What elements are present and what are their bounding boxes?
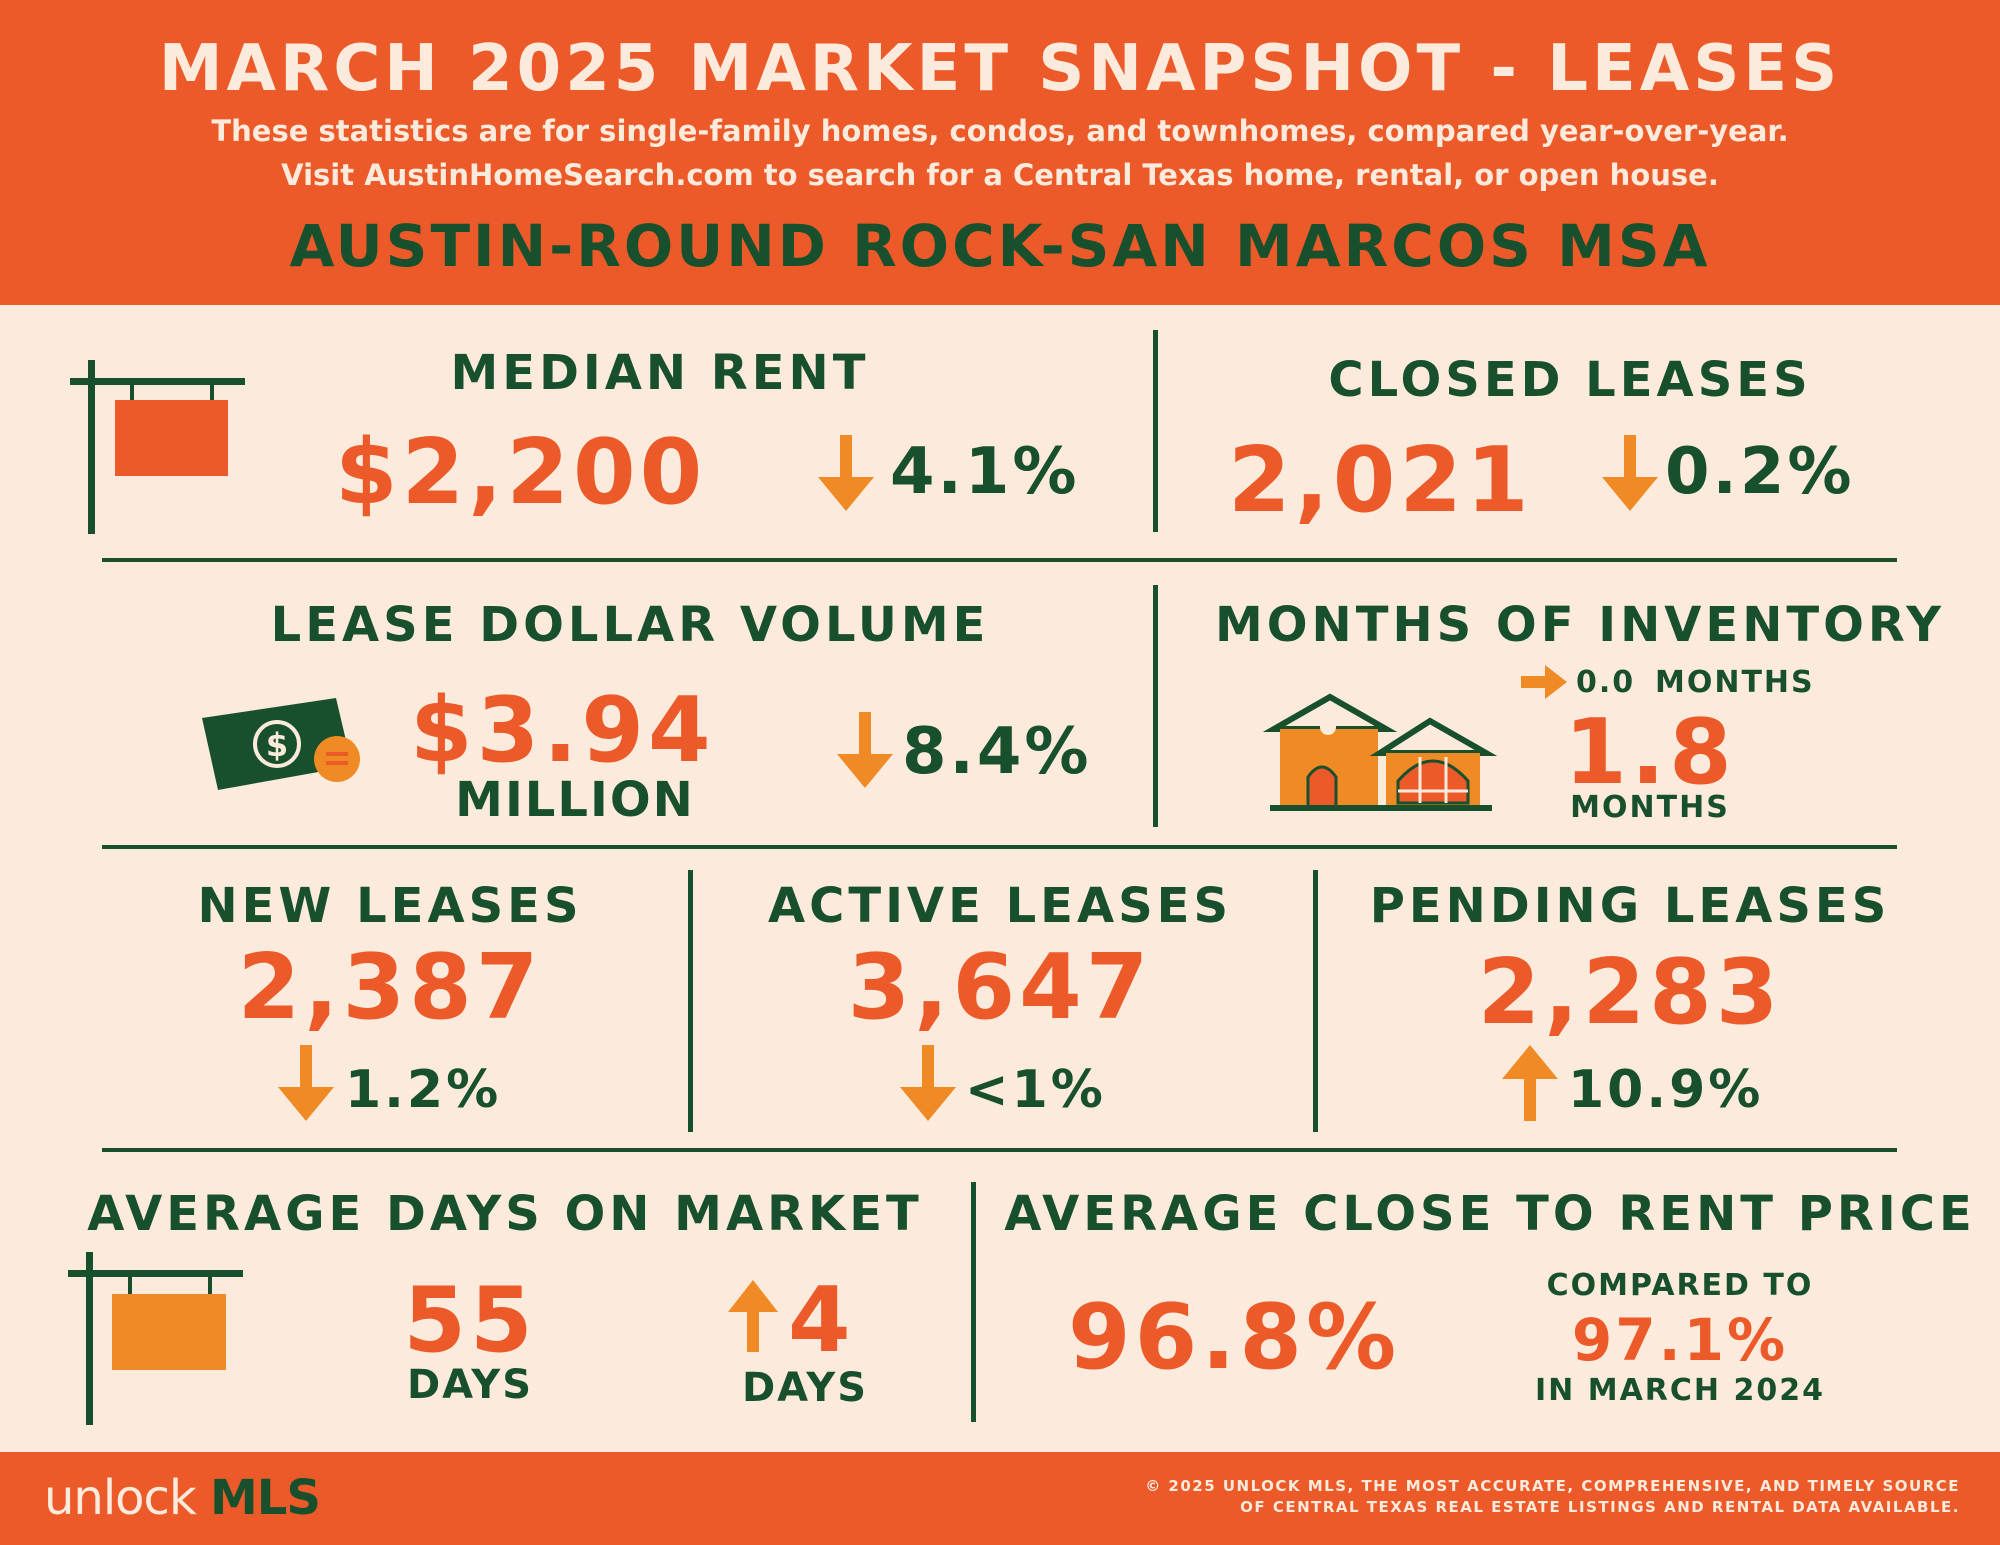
- median-rent-label: MEDIAN RENT: [450, 345, 870, 401]
- months-of-inventory-change-unit: MONTHS: [1655, 665, 1815, 700]
- arrow-right-icon: [1521, 665, 1567, 699]
- avg-days-on-market-change-unit: DAYS: [741, 1365, 869, 1411]
- copyright-notice: © 2025 UNLOCK MLS, THE MOST ACCURATE, CO…: [1145, 1476, 1960, 1518]
- logo-text-mls: MLS: [210, 1470, 321, 1526]
- unlock-mls-logo[interactable]: unlock MLS: [44, 1470, 321, 1526]
- copyright-line: OF CENTRAL TEXAS REAL ESTATE LISTINGS AN…: [1240, 1498, 1960, 1516]
- lease-dollar-volume-label: LEASE DOLLAR VOLUME: [270, 597, 990, 653]
- divider: [971, 1182, 976, 1422]
- arrow-up-icon: [728, 1280, 778, 1352]
- divider: [102, 1148, 1897, 1152]
- avg-days-on-market-change: 4: [788, 1268, 855, 1373]
- pending-leases-change: 10.9%: [1568, 1060, 1764, 1120]
- closed-leases-change: 0.2%: [1665, 435, 1855, 509]
- arrow-up-icon: [1502, 1045, 1558, 1121]
- months-of-inventory-label: MONTHS OF INVENTORY: [1214, 597, 1946, 653]
- compare-label: COMPARED TO: [1546, 1268, 1814, 1303]
- avg-days-on-market-value: 55: [403, 1268, 537, 1373]
- pending-leases-value: 2,283: [1477, 940, 1783, 1045]
- arrow-down-icon: [278, 1045, 334, 1121]
- page-subtitle-link-line: Visit AustinHomeSearch.com to search for…: [281, 158, 1719, 192]
- avg-close-to-rent-value: 96.8%: [1068, 1285, 1401, 1390]
- divider: [102, 845, 1897, 849]
- svg-text:$: $: [266, 726, 288, 764]
- closed-leases-label: CLOSED LEASES: [1328, 352, 1812, 408]
- divider: [1313, 870, 1318, 1132]
- header-banner: [0, 0, 2000, 305]
- avg-days-on-market-label: AVERAGE DAYS ON MARKET: [87, 1186, 923, 1242]
- lease-dollar-volume-value: $3.94: [410, 678, 715, 783]
- arrow-down-icon: [900, 1045, 956, 1121]
- closed-leases-value: 2,021: [1228, 428, 1533, 533]
- sign-post-icon: [68, 1252, 243, 1425]
- active-leases-value: 3,647: [847, 935, 1153, 1040]
- lease-dollar-volume-change: 8.4%: [902, 715, 1092, 789]
- months-of-inventory-unit: MONTHS: [1570, 790, 1730, 825]
- house-icon: [1262, 693, 1498, 811]
- arrow-down-icon: [818, 435, 874, 511]
- sign-post-icon: [70, 360, 245, 534]
- logo-text-unlock: unlock: [44, 1470, 197, 1526]
- pending-leases-label: PENDING LEASES: [1369, 878, 1891, 934]
- avg-days-on-market-unit: DAYS: [406, 1362, 534, 1408]
- compare-period: IN MARCH 2024: [1535, 1373, 1825, 1408]
- months-of-inventory-value: 1.8: [1564, 700, 1736, 805]
- divider: [1153, 330, 1158, 532]
- page-subtitle: These statistics are for single-family h…: [211, 114, 1789, 148]
- avg-close-to-rent-label: AVERAGE CLOSE TO RENT PRICE: [1004, 1186, 1976, 1242]
- money-bill-icon: $: [202, 698, 360, 790]
- footer-banner: [0, 1452, 2000, 1545]
- new-leases-label: NEW LEASES: [197, 878, 583, 934]
- new-leases-value: 2,387: [237, 935, 543, 1040]
- median-rent-value: $2,200: [335, 420, 707, 525]
- new-leases-change: 1.2%: [345, 1060, 502, 1120]
- arrow-down-icon: [837, 712, 893, 788]
- active-leases-change: <1%: [965, 1060, 1106, 1120]
- page-title: MARCH 2025 MARKET SNAPSHOT - LEASES: [158, 32, 1842, 106]
- copyright-line: © 2025 UNLOCK MLS, THE MOST ACCURATE, CO…: [1145, 1477, 1960, 1495]
- region-title: AUSTIN-ROUND ROCK-SAN MARCOS MSA: [289, 212, 1711, 280]
- active-leases-label: ACTIVE LEASES: [767, 878, 1233, 934]
- lease-dollar-volume-unit: MILLION: [455, 772, 695, 828]
- divider: [102, 558, 1897, 562]
- median-rent-change: 4.1%: [890, 435, 1080, 509]
- months-of-inventory-change: 0.0: [1576, 665, 1636, 700]
- compare-value: 97.1%: [1571, 1306, 1789, 1374]
- arrow-down-icon: [1602, 435, 1658, 511]
- divider: [1153, 585, 1158, 827]
- divider: [688, 870, 693, 1132]
